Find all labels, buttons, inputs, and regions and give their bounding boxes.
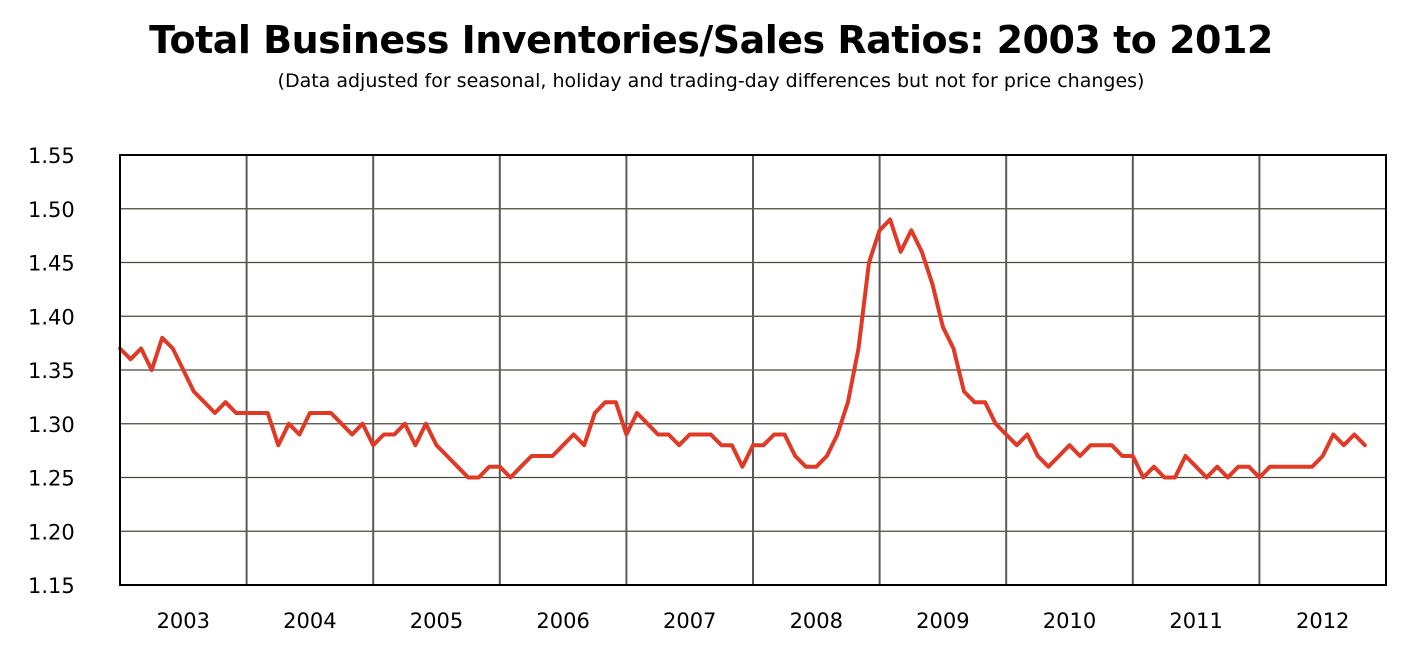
y-tick-label: 1.35 <box>28 359 75 383</box>
x-tick-label: 2009 <box>916 609 969 633</box>
chart-subtitle: (Data adjusted for seasonal, holiday and… <box>277 70 1145 92</box>
x-tick-label: 2004 <box>283 609 336 633</box>
x-tick-label: 2003 <box>157 609 210 633</box>
y-tick-label: 1.55 <box>28 144 75 168</box>
x-tick-label: 2008 <box>790 609 843 633</box>
x-tick-label: 2006 <box>536 609 589 633</box>
y-tick-label: 1.45 <box>28 252 75 276</box>
x-tick-label: 2012 <box>1296 609 1349 633</box>
y-tick-label: 1.25 <box>28 467 75 491</box>
x-axis: 2003 2004 2005 2006 2007 2008 2009 2010 2011 2012 <box>157 609 1350 633</box>
y-tick-label: 1.50 <box>28 198 75 222</box>
x-tick-label: 2007 <box>663 609 716 633</box>
x-tick-label: 2005 <box>410 609 463 633</box>
series-layer <box>118 217 1367 480</box>
chart-title: Total Business Inventories/Sales Ratios:… <box>149 18 1273 62</box>
series-line <box>118 217 1367 480</box>
y-axis: 1.15 1.20 1.25 1.30 1.35 1.40 1.45 1.50 1.55 <box>28 144 75 598</box>
grid <box>120 155 1386 585</box>
plot-border <box>119 154 1387 586</box>
x-tick-label: 2011 <box>1169 609 1222 633</box>
x-tick-label: 2010 <box>1043 609 1096 633</box>
y-tick-label: 1.15 <box>28 574 75 598</box>
y-tick-label: 1.30 <box>28 413 75 437</box>
y-tick-label: 1.20 <box>28 520 75 544</box>
y-tick-label: 1.40 <box>28 305 75 329</box>
